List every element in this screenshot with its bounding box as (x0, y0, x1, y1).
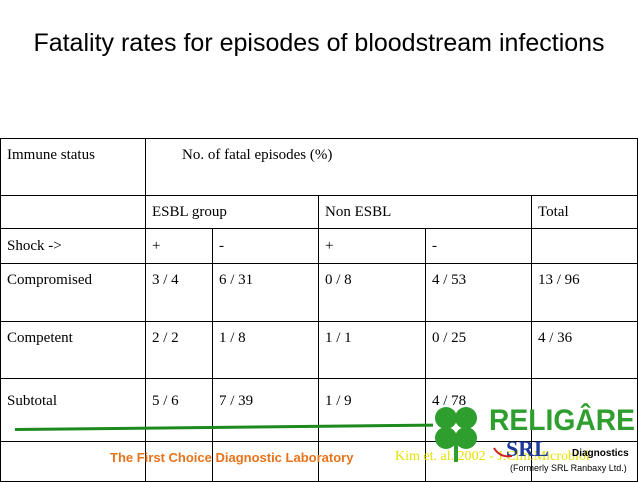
value-cell: 0 / 8 (318, 263, 426, 322)
slide-title: Fatality rates for episodes of bloodstre… (33, 29, 605, 57)
value-cell: 1 / 9 (318, 378, 426, 442)
value-cell: 6 / 31 (212, 263, 319, 322)
logo: RELIGÂRE SRL Diagnostics (Formerly SRL R… (435, 403, 635, 473)
row-label: Shock -> (0, 228, 146, 264)
value-cell: 13 / 96 (530, 263, 638, 322)
group-cell: Total (530, 195, 638, 229)
value-cell: + (145, 228, 213, 264)
row-label: Subtotal (0, 378, 146, 442)
value-cell: 7 / 39 (212, 378, 319, 442)
table-row: Shock -> + - + - (0, 228, 638, 264)
table-row: ESBL group Non ESBL Total (0, 195, 638, 229)
table-row: Immune status No. of fatal episodes (%) (0, 138, 638, 196)
value-cell: 1 / 8 (212, 321, 319, 379)
header-cell: Immune status (0, 138, 146, 196)
group-cell: Non ESBL (318, 195, 532, 229)
diagnostics: Diagnostics (572, 448, 629, 459)
value-cell: 4 / 36 (530, 321, 638, 379)
empty-cell (212, 441, 319, 482)
row-label: Compromised (0, 263, 146, 322)
row-label: Competent (0, 321, 146, 379)
tagline: The First Choice Diagnostic Laboratory (110, 450, 354, 465)
value-cell: - (425, 228, 532, 264)
value-cell: 5 / 6 (145, 378, 213, 442)
table-row (0, 441, 638, 482)
empty-cell (0, 195, 146, 229)
value-cell: 0 / 25 (425, 321, 532, 379)
value-cell: + (318, 228, 426, 264)
former-name: (Formerly SRL Ranbaxy Ltd.) (510, 463, 627, 473)
swoosh (493, 447, 513, 458)
empty-cell (145, 441, 213, 482)
value-cell: 4 / 53 (425, 263, 532, 322)
citation: Kim et. al. 2002 - J.Clin.Microbiol (395, 449, 590, 464)
value-cell: 2 / 2 (145, 321, 213, 379)
empty-cell (530, 378, 638, 442)
value-cell: 1 / 1 (318, 321, 426, 379)
group-cell: ESBL group (145, 195, 319, 229)
header-cell: No. of fatal episodes (%) (144, 138, 638, 196)
clover-icon (435, 407, 477, 462)
value-cell: 3 / 4 (145, 263, 213, 322)
empty-cell (530, 228, 638, 264)
brand: RELIGÂRE (489, 403, 635, 437)
srl: SRL (506, 436, 549, 461)
value-cell: - (212, 228, 319, 264)
